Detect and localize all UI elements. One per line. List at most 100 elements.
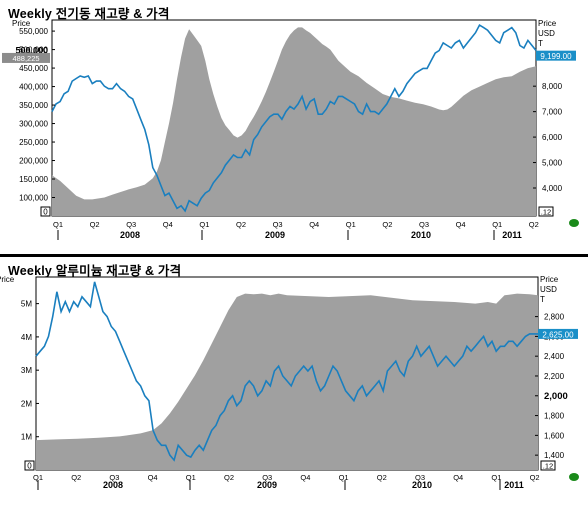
- quarter-tick-label: Q4: [163, 220, 173, 229]
- left-tick-label: 300,000: [19, 120, 48, 129]
- quarter-tick-label: Q1: [492, 220, 502, 229]
- status-indicator-icon: [569, 219, 579, 227]
- left-tick-label: 200,000: [19, 157, 48, 166]
- left-tick-label: 550,000: [19, 27, 48, 36]
- right-tick-label: 6,000: [542, 133, 563, 142]
- right-axis-unit2: T: [540, 295, 545, 304]
- quarter-tick-label: Q1: [53, 220, 63, 229]
- chart-title: Weekly 전기동 재고량 & 가격: [8, 7, 170, 21]
- quarter-tick-label: Q1: [346, 220, 356, 229]
- current-price-tag: [538, 328, 578, 339]
- left-axis-title: Price: [0, 275, 15, 284]
- copper-chart-svg: Price550,000500,000450,000400,000350,000…: [2, 19, 576, 240]
- left-bottom-marker: 0: [24, 460, 35, 471]
- left-current-value-box: [2, 52, 50, 63]
- quarter-tick-label: Q1: [491, 473, 501, 482]
- right-axis-unit: USD: [538, 29, 555, 38]
- quarter-tick-label: Q4: [309, 220, 319, 229]
- right-tick-label: 2,400: [544, 352, 565, 361]
- left-bottom-marker-label: 0: [27, 462, 32, 471]
- right-bottom-marker-label: .12: [541, 208, 551, 217]
- quarter-tick-label: Q1: [199, 220, 209, 229]
- year-label: 2010: [411, 230, 431, 240]
- quarter-tick-label: Q3: [126, 220, 136, 229]
- price-line: [35, 281, 538, 462]
- quarter-tick-label: Q3: [273, 220, 283, 229]
- current-price-tag: [536, 50, 576, 61]
- quarter-tick-label: Q1: [186, 473, 196, 482]
- quarter-tick-label: Q3: [262, 473, 272, 482]
- year-label: 2010: [412, 480, 432, 490]
- left-tick-label: 450,000: [19, 64, 48, 73]
- quarter-tick-label: Q1: [33, 473, 43, 482]
- left-tick-label: 400,000: [19, 83, 48, 92]
- right-axis-title: Price: [538, 19, 557, 28]
- left-bottom-marker-label: 0: [43, 208, 48, 217]
- right-axis-unit: USD: [540, 285, 557, 294]
- left-tick-label: 500,000: [19, 46, 48, 55]
- quarter-tick-label: Q2: [529, 220, 539, 229]
- right-tick-label: 2,200: [544, 372, 565, 381]
- year-label: 2011: [504, 480, 524, 490]
- left-tick-label: 3M: [21, 366, 32, 375]
- year-label: 2008: [120, 230, 140, 240]
- quarter-tick-label: Q4: [456, 220, 466, 229]
- left-tick-label: 250,000: [19, 138, 48, 147]
- year-label: 2009: [257, 480, 277, 490]
- quarter-tick-label: Q4: [148, 473, 158, 482]
- price-line: [51, 23, 537, 213]
- status-indicator-icon: [569, 473, 579, 481]
- left-tick-label: 1M: [21, 433, 32, 442]
- aluminium-chart-svg: Price5M4M3M2M1M0PriceUSDT2,8002,6002,400…: [0, 275, 578, 490]
- quarter-tick-label: Q2: [71, 473, 81, 482]
- quarter-tick-label: Q2: [90, 220, 100, 229]
- left-tick-label: 150,000: [19, 175, 48, 184]
- left-tick-label: 4M: [21, 333, 32, 342]
- quarter-tick-label: Q3: [419, 220, 429, 229]
- quarter-tick-label: Q2: [377, 473, 387, 482]
- left-tick-label: 2M: [21, 399, 32, 408]
- chart-title: Weekly 알루미늄 재고량 & 가격: [8, 264, 182, 278]
- quarter-tick-label: Q2: [224, 473, 234, 482]
- right-axis-title: Price: [540, 275, 559, 284]
- current-price-label: 9,199.00: [540, 52, 572, 61]
- quarter-tick-label: Q2: [530, 473, 540, 482]
- left-current-label: 500,000: [15, 46, 48, 56]
- right-bottom-marker: .12: [540, 460, 556, 471]
- quarter-tick-label: Q1: [339, 473, 349, 482]
- right-tick-label: 2,800: [544, 313, 565, 322]
- quarter-tick-label: Q3: [415, 473, 425, 482]
- copper-chart-panel: Weekly 전기동 재고량 & 가격 Price 550,000 500,000 4…: [0, 7, 588, 257]
- left-tick-label: 5M: [21, 300, 32, 309]
- right-tick-label: 1,600: [544, 431, 565, 440]
- left-tick-label: 100,000: [19, 194, 48, 203]
- quarter-tick-label: Q2: [382, 220, 392, 229]
- year-label: 2009: [265, 230, 285, 240]
- quarter-tick-label: Q2: [236, 220, 246, 229]
- left-bottom-marker-box: [40, 206, 51, 217]
- left-bottom-marker: 0: [40, 206, 51, 217]
- quarter-tick-label: Q3: [109, 473, 119, 482]
- right-bottom-marker-box: [540, 460, 556, 471]
- right-tick-label: 1,800: [544, 412, 565, 421]
- right-bottom-marker: .12: [538, 206, 554, 217]
- quarter-tick-label: Q4: [300, 473, 310, 482]
- left-tick-label: 350,000: [19, 101, 48, 110]
- aluminium-chart-panel: Weekly 알루미늄 재고량 & 가격 Price 5M 4M 3M 2M 1M 0 Pri…: [0, 257, 588, 509]
- left-bottom-marker-box: [24, 460, 35, 471]
- year-label: 2011: [502, 230, 522, 240]
- right-axis-unit2: T: [538, 39, 543, 48]
- inventory-area: [52, 27, 536, 217]
- right-bottom-marker-box: [538, 206, 554, 217]
- right-tick-label: 2,000: [544, 391, 568, 402]
- right-tick-label: 8,000: [542, 82, 563, 91]
- right-bottom-marker-label: .12: [543, 462, 553, 471]
- current-price-label: 2,625.00: [542, 330, 574, 339]
- right-tick-label: 1,400: [544, 451, 565, 460]
- right-tick-label: 5,000: [542, 159, 563, 168]
- left-axis-title: Price: [12, 19, 31, 28]
- right-tick-label: 7,000: [542, 108, 563, 117]
- right-tick-label: 4,000: [542, 184, 563, 193]
- left-current-value-label: 488,225: [12, 54, 39, 63]
- year-label: 2008: [103, 480, 123, 490]
